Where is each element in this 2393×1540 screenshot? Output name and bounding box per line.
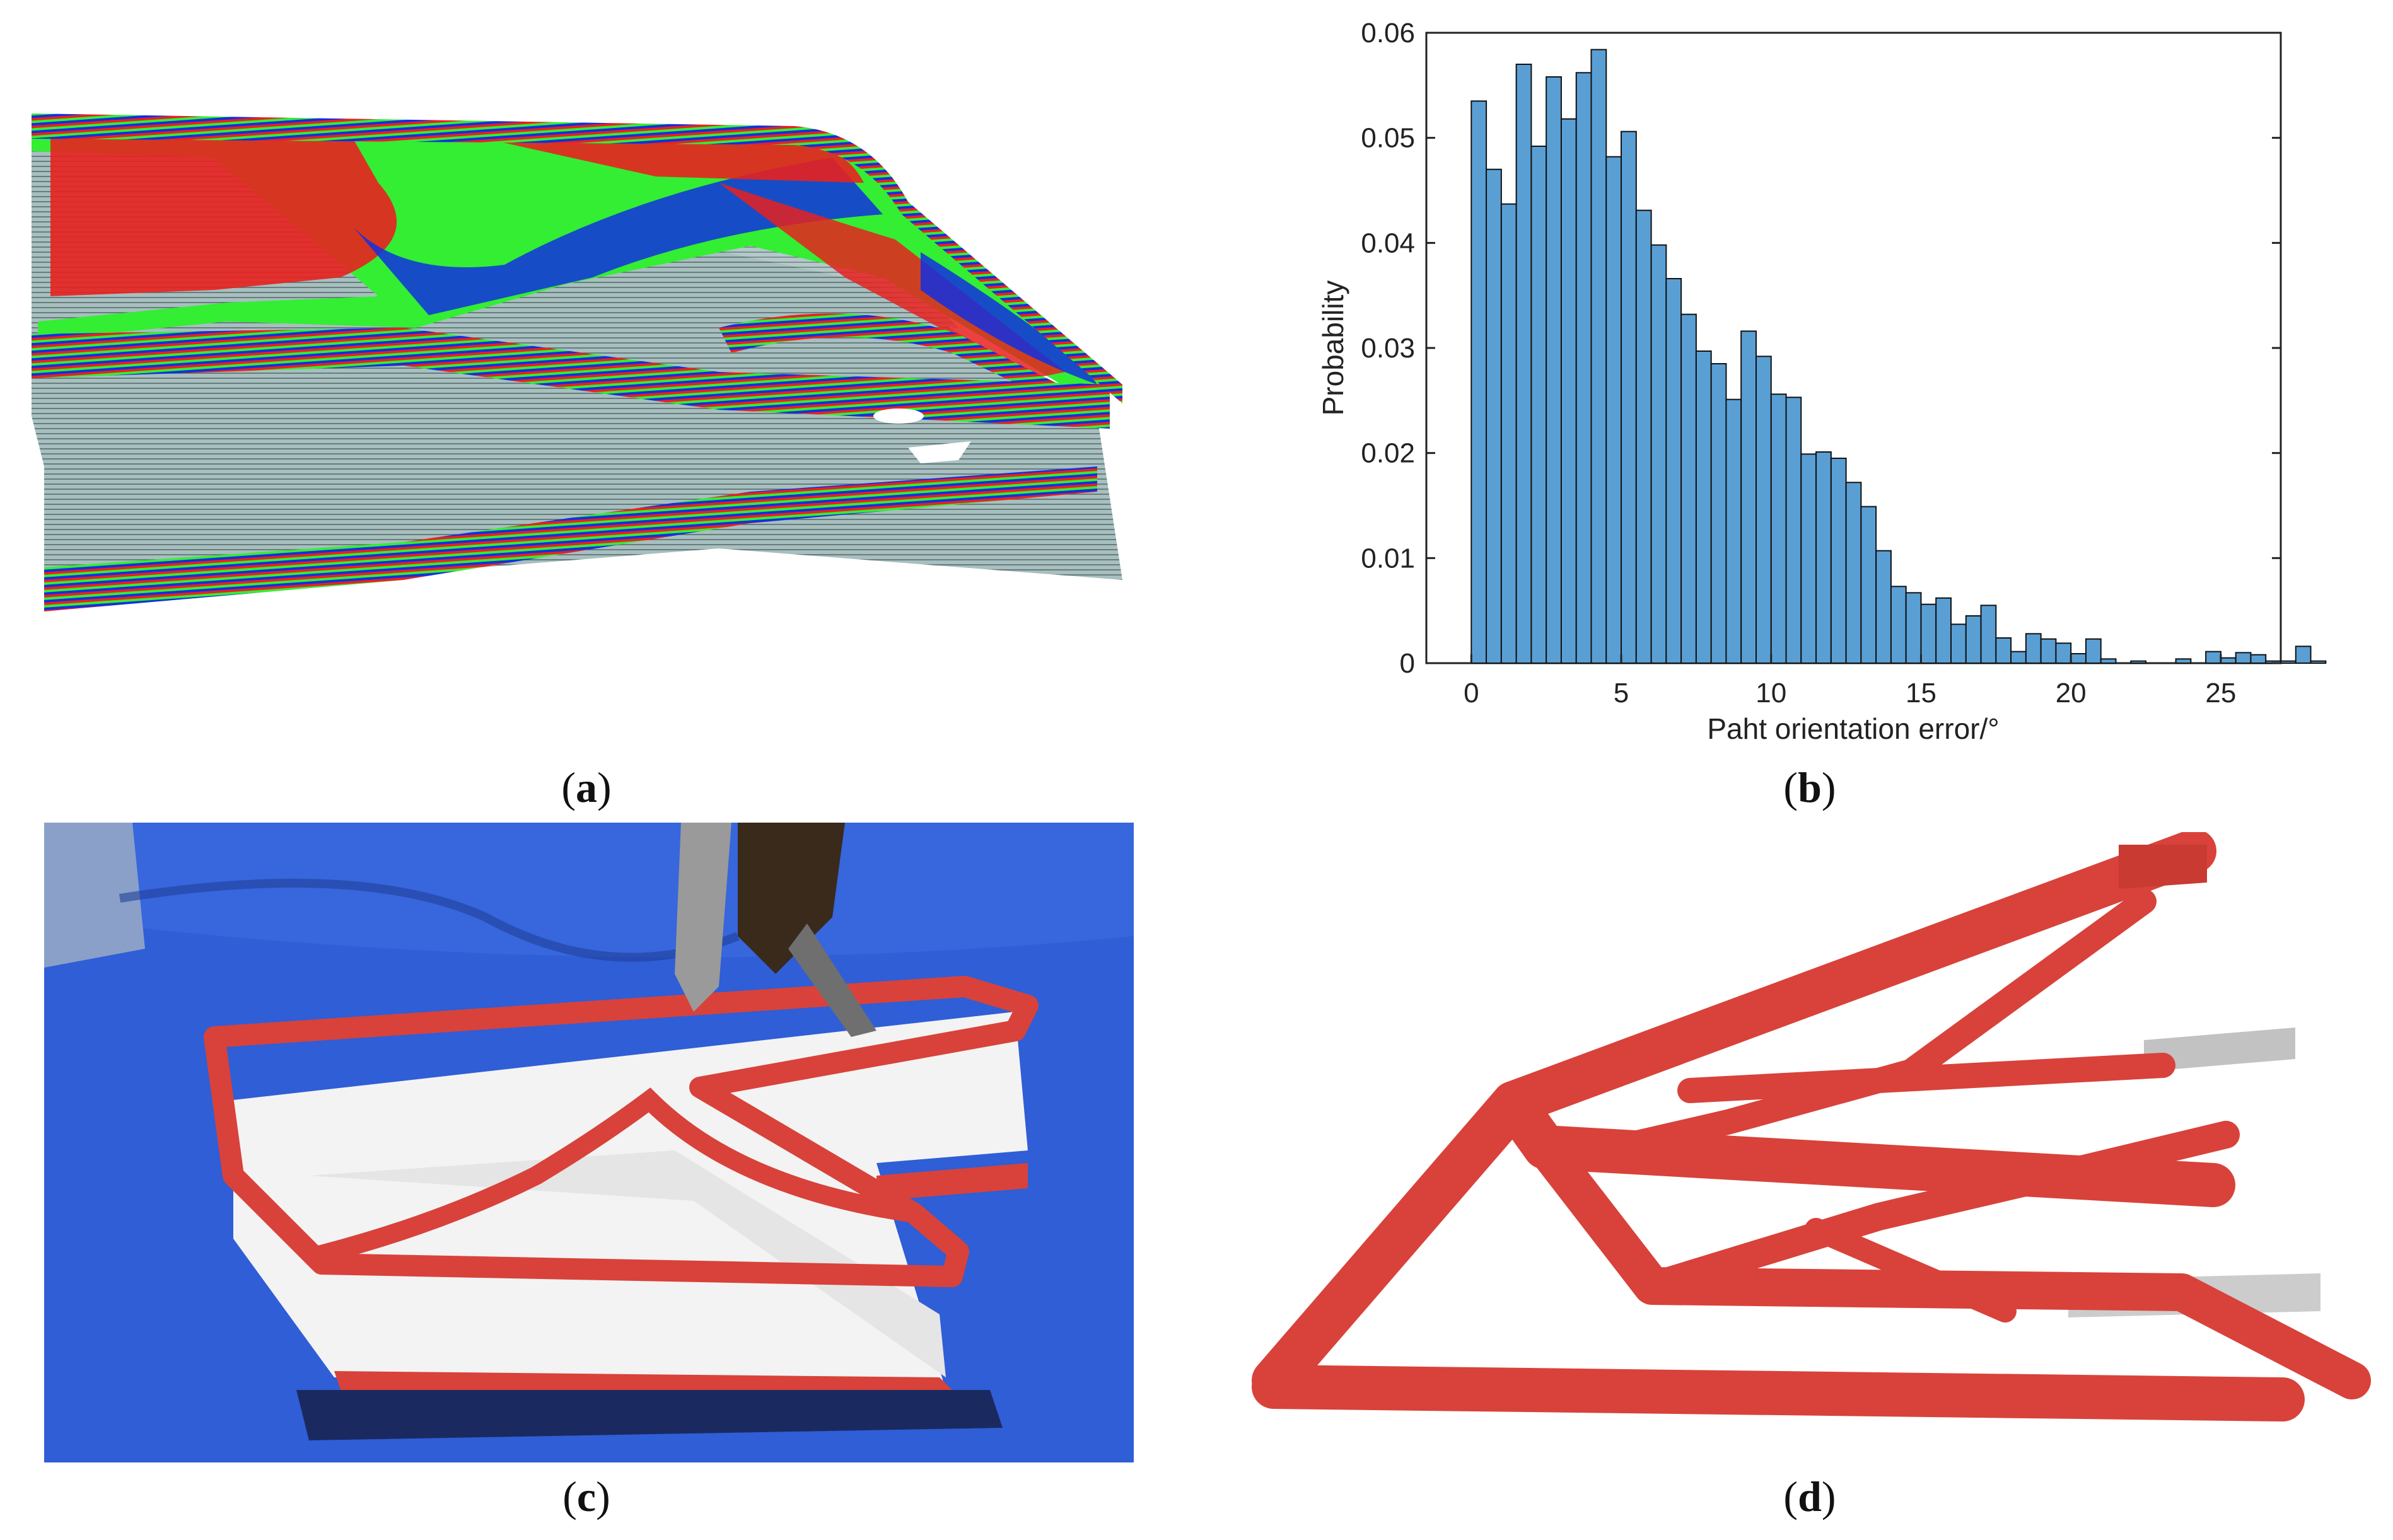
histogram-bar [1845,482,1862,664]
histogram-bar [1995,637,2012,664]
y-axis-label: Probability [1318,281,1349,416]
histogram-bar [1695,350,1712,664]
histogram-bar [2040,638,2057,664]
histogram-bar [2310,660,2327,664]
x-tick-label: 20 [2056,678,2087,709]
histogram-bar [2100,658,2117,664]
x-tick-label: 10 [1755,678,1786,709]
histogram-bar [2055,642,2072,664]
caption-b: (b) [1783,763,1836,811]
caption-c: (c) [562,1473,610,1520]
histogram-bar [1710,363,1727,664]
histogram-bar [1560,118,1577,664]
histogram-bar [2280,660,2297,664]
histogram-bar [2025,633,2042,664]
histogram-bar [2010,651,2027,664]
x-tick-label: 25 [2205,678,2236,709]
histogram-bar [2175,658,2192,664]
histogram-bar [2205,651,2221,664]
histogram-bar [1546,76,1562,664]
histogram-bar [2130,660,2147,664]
histogram-bar [2235,652,2252,664]
y-ticks: 0 0.01 0.02 0.03 0.04 0.05 0.06 [1361,18,2281,679]
histogram-bar [1515,64,1532,664]
x-tick-label: 5 [1614,678,1629,709]
y-tick-label: 0.02 [1361,438,1415,469]
histogram-bar [1755,356,1772,664]
panel-c-printing-photo [44,823,1134,1462]
finished-print-graphic [1249,829,2390,1450]
histogram-bar [1800,453,1817,664]
y-tick-label: 0.01 [1361,543,1415,574]
histogram-bars [1470,49,2327,664]
histogram-bar [1890,586,1907,664]
x-tick-label: 15 [1906,678,1936,709]
histogram-bar [2220,657,2237,664]
histogram-bar [1605,156,1622,664]
histogram-bar [1621,130,1637,664]
histogram-bar [1470,100,1488,664]
y-tick-label: 0.06 [1361,18,1415,49]
histogram-bar [2250,654,2267,664]
histogram-bar [1530,146,1547,664]
histogram-bar [1725,398,1742,664]
y-tick-label: 0.04 [1361,228,1415,258]
histogram-chart: 0 5 10 15 20 25 0 0.01 0.02 0.03 0.04 0.05 0.06 Pah… [1317,18,2327,745]
histogram-bar [1905,592,1922,664]
panel-b-histogram: 0 5 10 15 20 25 0 0.01 0.02 0.03 0.04 0.05 0.06 Pah… [1317,13,2358,756]
y-tick-label: 0.05 [1361,123,1415,154]
histogram-bar [1680,313,1697,664]
histogram-bar [2085,638,2102,664]
histogram-bar [1815,451,1832,664]
x-ticks: 0 5 10 15 20 25 [1464,654,2236,709]
histogram-bar [1980,605,1997,664]
x-tick-label: 0 [1464,678,1479,709]
histogram-bar [1920,603,1937,664]
histogram-bar [1785,397,1802,664]
histogram-bar [1935,597,1952,664]
toolpath-model-graphic [32,113,1122,611]
histogram-bar [1965,615,1982,664]
histogram-bar [1950,623,1967,664]
histogram-bar [1500,203,1517,664]
histogram-bar [1635,209,1652,664]
y-tick-label: 0 [1400,648,1415,679]
histogram-bar [1665,278,1682,664]
histogram-bar [1830,458,1847,664]
histogram-bar [1770,393,1787,664]
printing-photo-graphic [44,823,1134,1462]
caption-d: (d) [1783,1473,1836,1520]
histogram-bar [1575,72,1592,664]
panel-d-finished-print-photo [1249,829,2390,1450]
histogram-bar [2295,646,2312,664]
panel-a-toolpath-render [25,88,1154,637]
y-tick-label: 0.03 [1361,333,1415,364]
histogram-bar [1650,244,1667,664]
histogram-bar [1875,550,1892,664]
histogram-bar [1860,506,1877,664]
histogram-bar [2070,653,2087,664]
histogram-bar [1486,168,1502,664]
histogram-bar [1590,49,1607,664]
caption-a: (a) [561,763,612,811]
x-axis-label: Paht orientation error/° [1707,712,1999,745]
histogram-bar [1740,330,1757,664]
